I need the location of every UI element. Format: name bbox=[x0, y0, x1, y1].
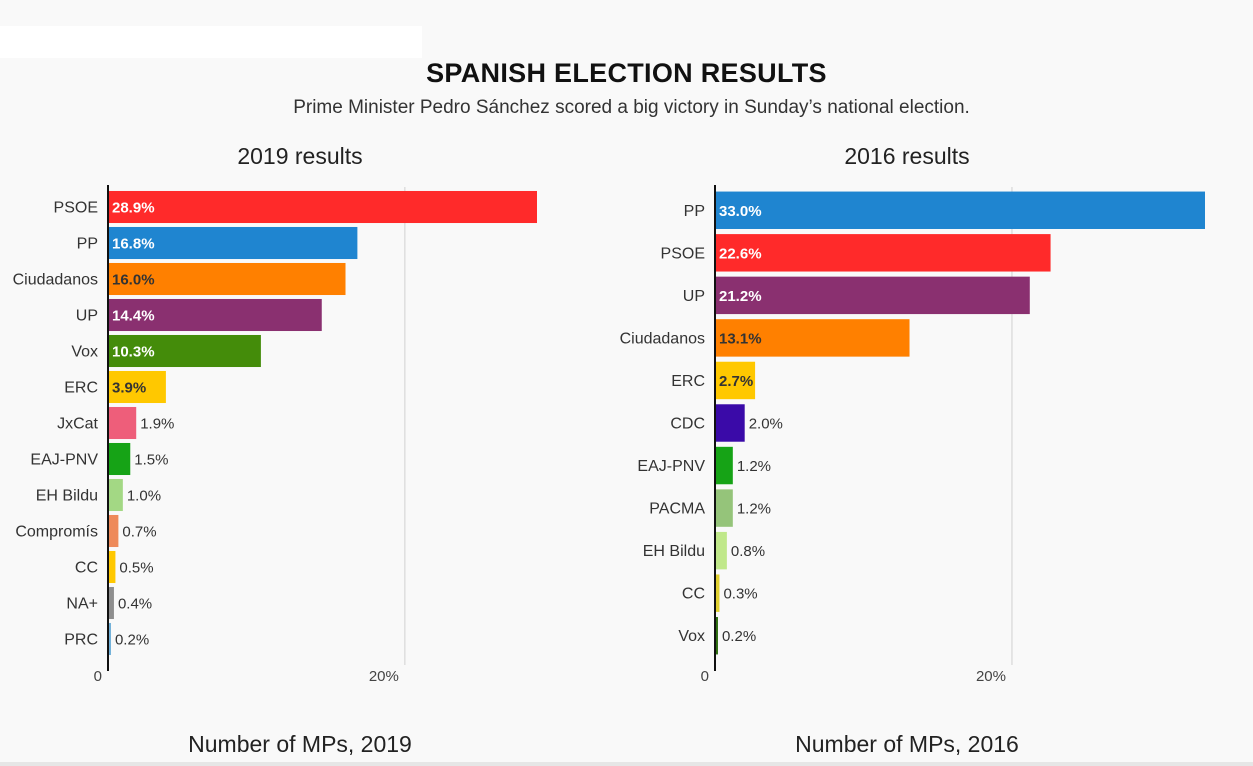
bar-jxcat bbox=[108, 406, 137, 440]
bottom-divider bbox=[0, 762, 1253, 766]
category-label: JxCat bbox=[57, 416, 98, 433]
bar-pp bbox=[108, 226, 358, 260]
bar-psoe bbox=[715, 234, 1051, 272]
tick-label: 20% bbox=[369, 668, 399, 685]
bar-cc bbox=[715, 574, 720, 612]
value-label: 16.8% bbox=[112, 236, 155, 253]
bar-prc bbox=[108, 622, 111, 656]
value-label: 1.2% bbox=[737, 458, 771, 475]
chart-2016: PP 33.0% PSOE 22.6% UP 21.2% Ciudadanos 13.1% ER… bbox=[620, 185, 1205, 685]
category-label: EH Bildu bbox=[643, 543, 705, 560]
tick-label: 0 bbox=[701, 668, 709, 685]
bar-ciudadanos bbox=[108, 262, 346, 296]
category-label: Ciudadanos bbox=[13, 272, 98, 289]
value-label: 0.4% bbox=[118, 596, 152, 613]
bar-vox bbox=[715, 617, 718, 655]
bar-eh-bildu bbox=[715, 531, 727, 570]
bar-psoe bbox=[108, 190, 537, 224]
chart-footer-2019: Number of MPs, 2019 bbox=[188, 731, 412, 757]
category-label: NA+ bbox=[66, 596, 98, 613]
bar-eaj-pnv bbox=[715, 446, 733, 485]
value-label: 13.1% bbox=[719, 330, 762, 347]
value-label: 33.0% bbox=[719, 203, 762, 220]
value-label: 16.0% bbox=[112, 272, 155, 289]
bar-erc bbox=[715, 361, 756, 400]
tick-label: 20% bbox=[976, 668, 1006, 685]
value-label: 22.6% bbox=[719, 245, 762, 262]
value-label: 1.5% bbox=[134, 452, 168, 469]
category-label: PSOE bbox=[661, 245, 705, 262]
bar-vox bbox=[108, 334, 261, 368]
category-label: EAJ-PNV bbox=[637, 458, 705, 475]
category-label: PSOE bbox=[54, 200, 98, 217]
category-label: PP bbox=[684, 203, 705, 220]
value-label: 10.3% bbox=[112, 344, 155, 361]
category-label: ERC bbox=[671, 373, 705, 390]
bar-na bbox=[108, 586, 114, 620]
value-label: 0.8% bbox=[731, 543, 765, 560]
bar-eh-bildu bbox=[108, 478, 123, 512]
category-label: EAJ-PNV bbox=[30, 452, 98, 469]
bar-compromis bbox=[108, 514, 119, 548]
chart-footer-2016: Number of MPs, 2016 bbox=[795, 731, 1019, 757]
value-label: 3.9% bbox=[112, 380, 146, 397]
bar-eaj-pnv bbox=[108, 442, 131, 476]
value-label: 28.9% bbox=[112, 200, 155, 217]
value-label: 2.0% bbox=[749, 416, 783, 433]
bar-cc bbox=[108, 550, 116, 584]
bar-ciudadanos bbox=[715, 319, 910, 357]
bar-pp bbox=[715, 191, 1205, 229]
category-label: PACMA bbox=[649, 501, 705, 518]
bar-up bbox=[108, 298, 322, 332]
category-label: CC bbox=[682, 586, 705, 603]
category-label: CDC bbox=[670, 416, 705, 433]
value-label: 14.4% bbox=[112, 308, 155, 325]
category-label: CC bbox=[75, 560, 98, 577]
page-subtitle: Prime Minister Pedro Sánchez scored a bi… bbox=[293, 97, 970, 118]
tick-label: 0 bbox=[94, 668, 102, 685]
bar-pacma bbox=[715, 489, 733, 527]
chart-title-2016: 2016 results bbox=[844, 143, 970, 169]
category-label: Compromís bbox=[15, 524, 98, 541]
page-title: SPANISH ELECTION RESULTS bbox=[426, 58, 827, 88]
category-label: Vox bbox=[678, 628, 705, 645]
category-label: UP bbox=[683, 288, 705, 305]
value-label: 1.2% bbox=[737, 501, 771, 518]
category-label: Vox bbox=[71, 344, 98, 361]
bar-erc bbox=[108, 370, 166, 404]
value-label: 1.9% bbox=[140, 416, 174, 433]
category-label: PRC bbox=[64, 632, 98, 649]
category-label: PP bbox=[77, 236, 98, 253]
top-white-strip bbox=[0, 26, 422, 58]
value-label: 0.2% bbox=[115, 632, 149, 649]
value-label: 0.7% bbox=[122, 524, 156, 541]
bar-up bbox=[715, 276, 1030, 315]
category-label: UP bbox=[76, 308, 98, 325]
chart-title-2019: 2019 results bbox=[237, 143, 363, 169]
chart-2019: PSOE 28.9% PP 16.8% Ciudadanos 16.0% UP 14.4% Vo… bbox=[13, 185, 537, 685]
value-label: 0.3% bbox=[723, 586, 757, 603]
value-label: 0.5% bbox=[119, 560, 153, 577]
category-label: Ciudadanos bbox=[620, 330, 705, 347]
value-label: 1.0% bbox=[127, 488, 161, 505]
value-label: 2.7% bbox=[719, 373, 753, 390]
value-label: 0.2% bbox=[722, 628, 756, 645]
bar-cdc bbox=[715, 404, 745, 442]
category-label: ERC bbox=[64, 380, 98, 397]
category-label: EH Bildu bbox=[36, 488, 98, 505]
value-label: 21.2% bbox=[719, 288, 762, 305]
